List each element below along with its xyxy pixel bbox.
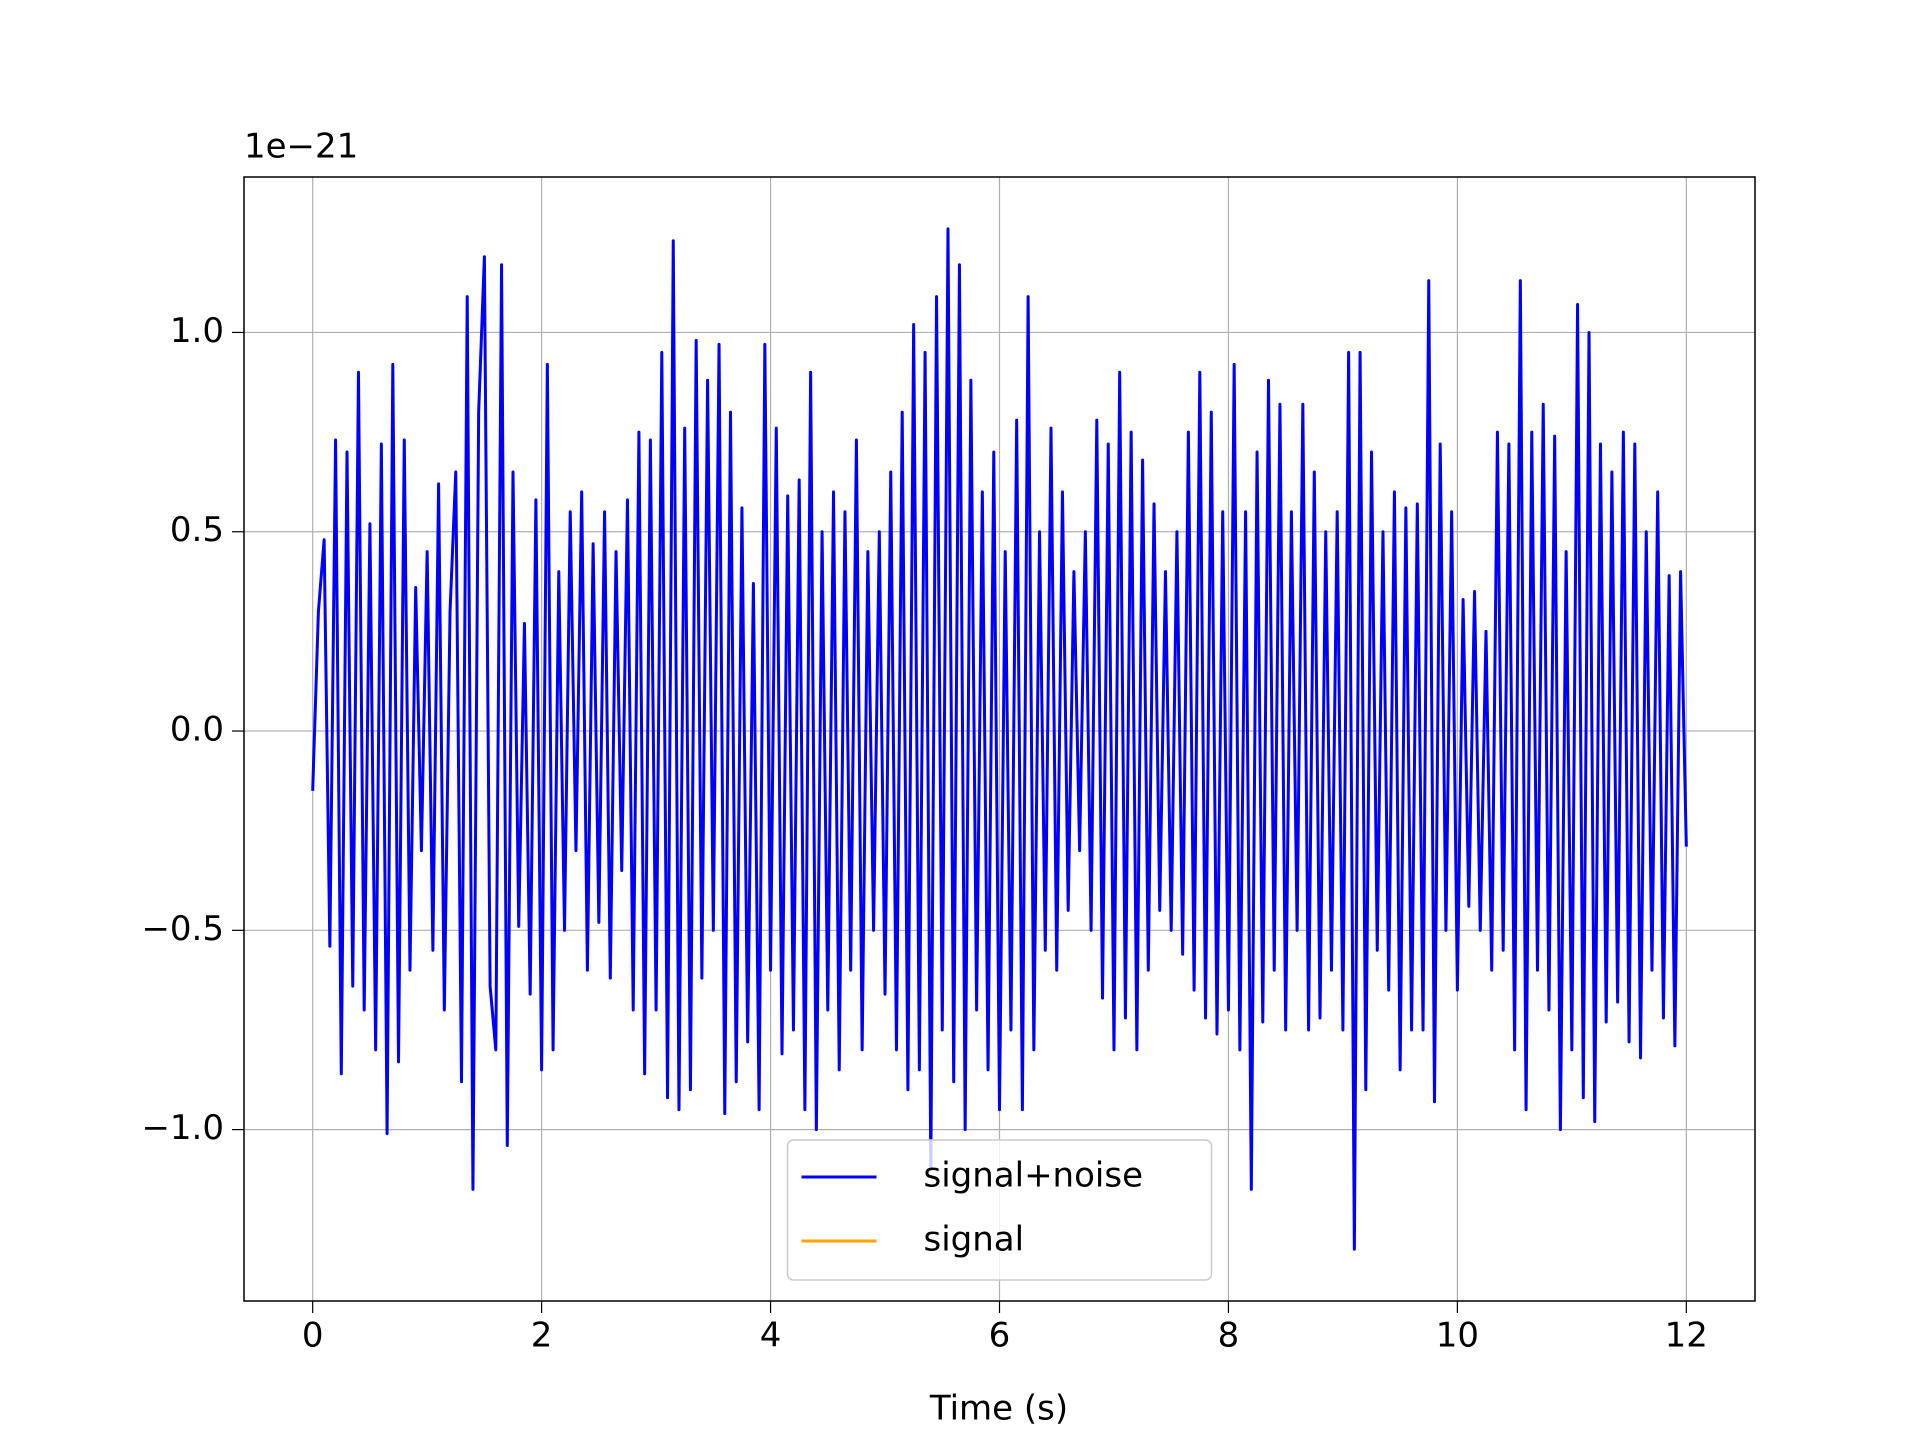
x-tick-label: 2 [531, 1316, 553, 1356]
legend-box [786, 1139, 1213, 1281]
x-tick-label: 0 [302, 1316, 324, 1356]
axes-frame [243, 176, 1756, 1302]
offset-label: 1e−21 [244, 127, 358, 167]
legend-label: signal [924, 1220, 1025, 1260]
x-axis-label: Time (s) [929, 1389, 1068, 1429]
y-tick-label: −0.5 [141, 909, 224, 949]
y-tick-label: 0.5 [170, 510, 224, 550]
y-tick-label: 0.0 [170, 710, 224, 750]
x-tick-label: 10 [1436, 1316, 1479, 1356]
x-tick-label: 8 [1218, 1316, 1240, 1356]
x-tick-label: 4 [760, 1316, 782, 1356]
y-tick-label: −1.0 [141, 1108, 224, 1148]
x-tick-label: 12 [1665, 1316, 1708, 1356]
x-tick-label: 6 [989, 1316, 1011, 1356]
y-tick-label: 1.0 [170, 311, 224, 351]
legend-label: signal+noise [924, 1156, 1144, 1196]
data-line [311, 227, 1688, 1251]
